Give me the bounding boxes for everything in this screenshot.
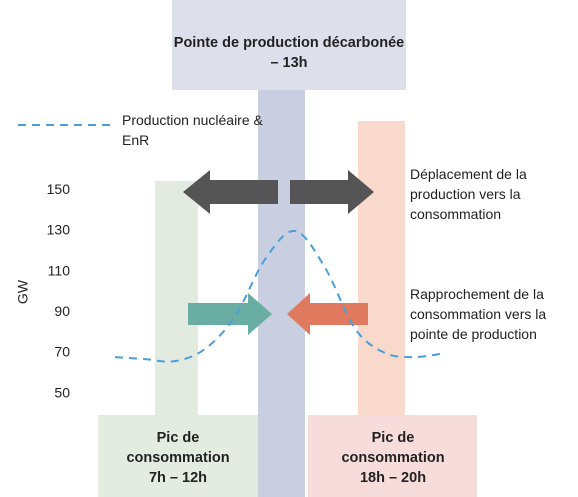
y-label: GW [15,279,31,304]
arrow-right [290,170,374,214]
peak-box [172,0,406,90]
arrow-orange [287,293,368,335]
morning-label: Pic de consommation 7h – 12h [126,430,230,486]
y-tick-label: 150 [47,181,71,197]
approach-label: Rapprochement de la consommation vers la… [410,286,547,342]
legend-label: Production nucléaire & EnR [122,112,263,148]
arrow-left [183,170,278,214]
arrow-teal [188,293,272,335]
y-tick-label: 70 [54,344,70,360]
peak-label: Pointe de production décarbonée – 13h [173,35,405,71]
evening-box [308,415,477,497]
y-tick-label: 110 [48,262,71,278]
evening-label: Pic de consommation 18h – 20h [341,430,445,486]
y-tick-label: 50 [54,384,70,400]
y-tick-label: 90 [54,303,70,319]
y-tick-label: 130 [47,222,71,238]
evening-column [358,121,405,421]
morning-column [155,181,198,421]
morning-box [98,415,258,497]
shift-label: Déplacement de la production vers la con… [410,166,527,222]
data-line [114,229,446,363]
peak-column [258,90,305,497]
